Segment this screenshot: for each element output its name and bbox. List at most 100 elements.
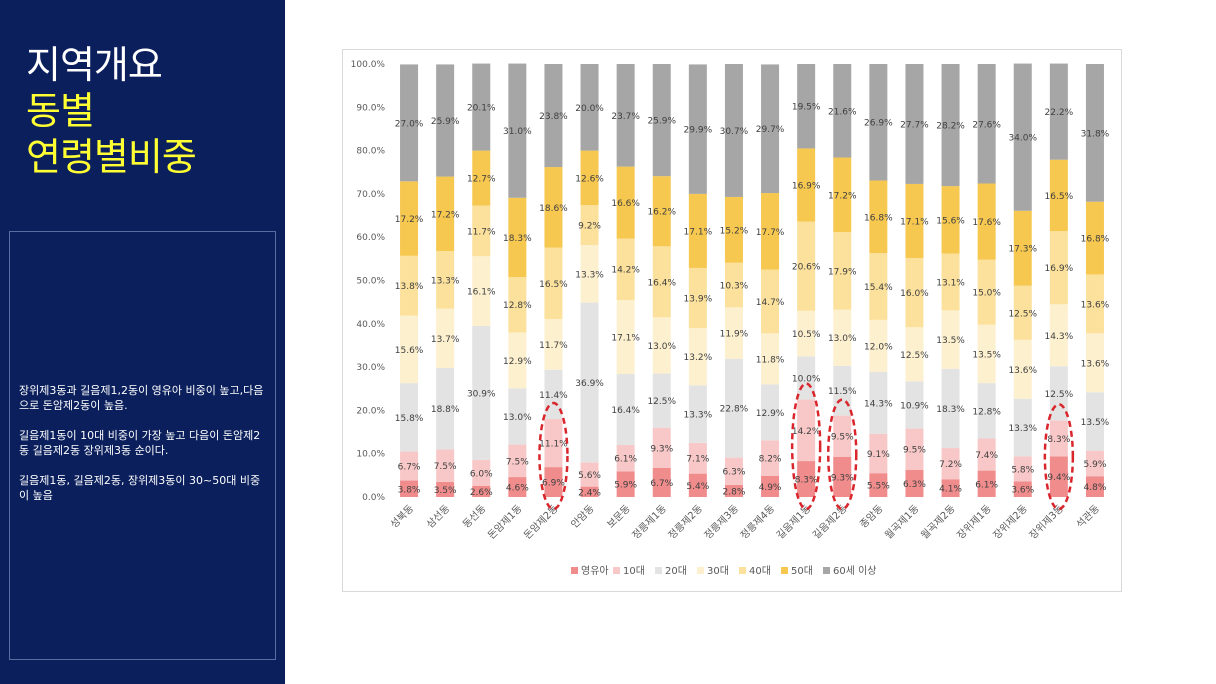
data-label: 22.8%	[720, 405, 749, 415]
data-label: 11.7%	[467, 227, 496, 237]
legend-label: 30대	[707, 565, 729, 577]
legend-swatch	[781, 567, 788, 574]
data-label: 25.9%	[431, 117, 460, 127]
bar-segment	[977, 438, 996, 471]
data-label: 13.1%	[936, 279, 965, 289]
data-label: 13.5%	[1081, 418, 1110, 428]
title-line-region-overview: 지역개요	[26, 43, 163, 87]
bar-segment	[652, 427, 671, 468]
data-label: 12.8%	[503, 301, 532, 311]
y-tick-label: 30.0%	[356, 363, 385, 373]
bar-segment	[1013, 63, 1032, 211]
data-label: 13.9%	[684, 295, 713, 305]
bar-segment	[616, 374, 635, 446]
data-label: 8.3%	[795, 476, 818, 486]
bar-segment	[905, 183, 924, 258]
data-label: 8.3%	[1047, 435, 1070, 445]
bar-segment	[941, 64, 960, 187]
data-label: 12.9%	[756, 409, 785, 419]
bar-segment	[833, 415, 852, 457]
notes-text: 장위제3동과 길음제1,2동이 영유아 비중이 높고,다음으로 돈암제2동이 높…	[19, 383, 269, 518]
data-label: 15.6%	[936, 216, 965, 226]
bar-segment	[1049, 420, 1068, 457]
data-label: 19.5%	[792, 103, 821, 113]
bar-segment	[1049, 63, 1068, 160]
bar-segment	[1085, 64, 1104, 202]
bar-segment	[580, 302, 599, 463]
bar-segment	[400, 451, 419, 481]
data-label: 27.7%	[900, 120, 929, 130]
bar-segment	[833, 157, 852, 233]
data-label: 27.0%	[395, 119, 424, 129]
data-label: 17.2%	[828, 191, 857, 201]
bar-segment	[472, 459, 491, 486]
data-label: 16.8%	[1081, 235, 1110, 245]
bar-segment	[544, 247, 563, 320]
bar-segment	[580, 486, 599, 497]
data-label: 9.3%	[831, 473, 854, 483]
bar-segment	[400, 480, 419, 497]
y-tick-label: 100.0%	[351, 60, 386, 70]
data-label: 6.7%	[650, 479, 673, 489]
legend-swatch	[697, 567, 704, 574]
bar-segment	[688, 473, 707, 497]
bar-segment	[977, 183, 996, 260]
data-label: 10.3%	[720, 282, 749, 292]
data-label: 17.1%	[684, 227, 713, 237]
data-label: 6.1%	[614, 455, 637, 465]
bar-segment	[508, 388, 527, 445]
data-label: 30.9%	[467, 389, 496, 399]
legend-swatch	[655, 567, 662, 574]
bar-segment	[1085, 392, 1104, 451]
title-line-age-ratio: 연령별비중	[26, 135, 197, 179]
bar-segment	[761, 64, 780, 194]
bar-segment	[941, 368, 960, 449]
bar-segment	[724, 457, 743, 485]
data-label: 16.2%	[647, 208, 676, 218]
bar-segment	[616, 166, 635, 239]
bar-segment	[580, 64, 599, 151]
y-tick-label: 60.0%	[356, 233, 385, 243]
data-label: 6.7%	[398, 463, 421, 473]
data-label: 11.9%	[720, 330, 749, 340]
bar-segment	[688, 442, 707, 474]
bar-segment	[472, 63, 491, 151]
bar-segment	[724, 358, 743, 458]
data-label: 2.4%	[578, 488, 601, 498]
data-label: 12.7%	[467, 175, 496, 185]
data-label: 12.5%	[1045, 390, 1074, 400]
bar-segment	[1013, 285, 1032, 340]
bar-segment	[1049, 456, 1068, 497]
bar-segment	[833, 64, 852, 158]
bar-segment	[905, 64, 924, 184]
bar-segment	[616, 299, 635, 375]
data-label: 13.3%	[575, 270, 604, 280]
data-label: 13.0%	[647, 342, 676, 352]
bar-segment	[580, 205, 599, 245]
data-label: 16.4%	[647, 278, 676, 288]
bar-segment	[436, 308, 455, 368]
data-label: 10.5%	[792, 330, 821, 340]
bar-segment	[580, 462, 599, 487]
data-label: 9.4%	[1047, 473, 1070, 483]
bar-segment	[652, 64, 671, 177]
data-label: 12.0%	[864, 342, 893, 352]
data-label: 2.8%	[723, 487, 746, 497]
bar-segment	[688, 193, 707, 268]
bar-segment	[688, 328, 707, 386]
bar-segment	[1013, 210, 1032, 286]
data-label: 14.2%	[792, 427, 821, 437]
data-label: 17.9%	[828, 267, 857, 277]
data-label: 16.9%	[1045, 264, 1074, 274]
y-tick-label: 70.0%	[356, 190, 385, 200]
data-label: 11.8%	[756, 355, 785, 365]
bar-segment	[436, 367, 455, 450]
bar-segment	[688, 64, 707, 194]
legend-label: 20대	[665, 565, 687, 577]
bar-segment	[977, 383, 996, 439]
data-label: 17.1%	[611, 334, 640, 344]
y-tick-label: 40.0%	[356, 320, 385, 330]
bar-segment	[616, 445, 635, 472]
data-label: 18.6%	[539, 204, 568, 214]
bar-segment	[544, 319, 563, 370]
